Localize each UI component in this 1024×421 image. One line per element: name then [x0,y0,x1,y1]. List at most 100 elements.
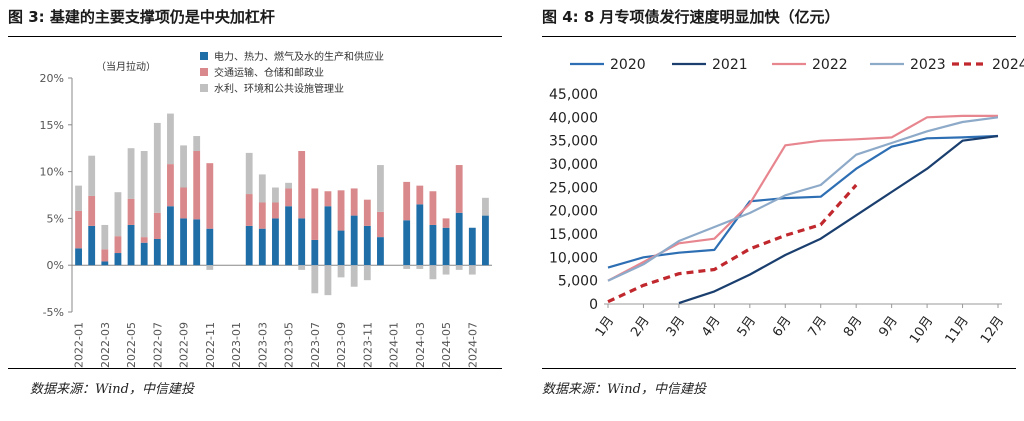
bar-x-tick-label: 2022-11 [204,322,217,368]
bar-segment-3 [127,148,135,199]
bar-segment-1 [442,227,450,266]
bar-segment-1 [311,239,319,266]
line-series-2024 [607,183,858,304]
line-x-tick-label: 10月 [907,314,936,347]
bar-segment-2 [311,188,319,240]
left-figure-panel: 图 3: 基建的主要支撑项仍是中央加杠杆 电力、热力、燃气及水的生产和供应业 交通… [8,8,502,397]
bar-legend-swatch-1 [200,52,208,60]
bar-x-tick-label: 2023-01 [230,322,243,368]
bar-segment-3 [285,182,292,189]
line-x-tick-label: 1月 [593,314,617,340]
bar-segment-3 [88,155,96,196]
bar-segment-3 [258,174,266,203]
line-legend-label-2023: 2023 [910,57,946,73]
line-y-tick-label: 5,000 [558,274,598,290]
left-source-note: 数据来源：Wind，中信建投 [30,382,194,397]
bar-segment-3 [416,265,424,269]
bar-segment-1 [88,225,96,266]
left-title-rule [8,36,502,37]
bar-segment-1 [285,206,292,266]
bar-segment-3 [140,151,148,238]
bar-segment-1 [258,228,266,266]
bar-segment-3 [75,185,82,211]
bar-y-tick-label: 15% [40,119,64,132]
bar-segment-2 [258,202,266,229]
bar-y-tick-label: 20% [40,72,64,85]
bar-segment-1 [482,215,489,266]
bar-segment-2 [153,212,161,239]
bar-legend-label-3: 水利、环境和公共设施管理业 [214,82,344,95]
bar-unit-note: （当月拉动） [96,60,156,73]
bar-segment-2 [245,194,253,226]
bar-x-tick-label: 2022-05 [125,322,138,368]
bar-segment-1 [377,237,384,266]
bar-segment-2 [101,249,109,262]
line-x-tick-label: 2月 [628,314,652,340]
bar-segment-3 [311,265,319,294]
line-legend-label-2022: 2022 [812,57,848,73]
bar-segment-1 [468,227,476,266]
bar-y-tick-label: 10% [40,166,64,179]
bar-x-tick-label: 2023-05 [283,322,296,368]
bar-segment-1 [153,238,161,266]
bar-segment-3 [167,113,174,165]
bar-segment-2 [75,210,82,249]
bar-x-tick-label: 2023-09 [335,322,348,368]
bar-x-tick-label: 2024-01 [388,322,401,368]
bar-chart-tick-labels: -5% 0% 5% 10% 15% 20% 2022-01 2022-03 2022-05 202… [40,60,480,368]
bar-segment-1 [403,220,411,266]
right-source-rule [542,368,1016,369]
bar-segment-1 [75,248,82,266]
bar-segment-2 [88,195,96,226]
bar-segment-2 [442,218,450,228]
bar-segment-3 [206,265,214,270]
bar-x-tick-label: 2024-05 [440,322,453,368]
line-y-tick-label: 0 [589,297,598,313]
line-x-tick-label: 11月 [943,314,972,347]
bar-segment-3 [377,165,384,212]
bar-segment-3 [363,265,371,281]
bar-segment-1 [363,225,371,266]
bar-legend-label-2: 交通运输、仓储和邮政业 [214,66,324,79]
left-figure-title: 图 3: 基建的主要支撑项仍是中央加杠杆 [8,8,275,26]
right-title-rule [542,36,1016,37]
bar-segment-2 [455,165,463,213]
bar-segment-2 [127,198,135,225]
line-chart-legend: 2020 2021 2022 2023 2024 [570,57,1024,73]
bar-chart-bars [75,113,489,296]
bar-x-tick-label: 2023-11 [361,322,374,368]
line-x-tick-label: 8月 [841,314,865,340]
left-source-rule [8,368,502,369]
bar-legend-swatch-3 [200,84,208,92]
bar-segment-1 [350,215,358,266]
line-x-tick-label: 9月 [876,314,900,340]
line-y-tick-label: 35,000 [549,134,598,150]
bar-x-tick-label: 2022-03 [99,322,112,368]
bar-segment-3 [403,265,411,269]
bar-segment-1 [324,206,332,266]
bar-segment-1 [193,219,201,266]
line-x-tick-label: 4月 [699,314,723,340]
line-series-2023 [607,116,999,282]
bar-segment-2 [363,199,371,226]
bar-segment-2 [167,164,174,207]
bar-segment-2 [298,151,306,219]
bar-segment-1 [429,224,437,266]
line-chart-axes: 0 5,000 10,000 15,000 20,000 25,000 30,000 35,0… [549,87,1007,346]
bar-segment-3 [455,265,463,270]
bar-segment-3 [114,192,122,237]
bar-x-tick-label: 2022-01 [73,322,86,368]
bar-segment-2 [350,188,358,216]
bar-segment-1 [337,230,345,266]
bar-segment-1 [245,225,253,266]
line-legend-label-2024: 2024 [992,57,1024,73]
line-chart-series [607,114,999,305]
bar-segment-2 [429,191,437,225]
bar-x-tick-label: 2023-07 [309,322,322,368]
bar-x-tick-label: 2023-03 [256,322,269,368]
bar-segment-2 [403,181,411,221]
line-legend-label-2021: 2021 [712,57,748,73]
line-x-tick-label: 3月 [664,314,688,340]
bar-segment-1 [416,204,424,266]
bar-y-tick-label: -5% [43,306,64,319]
